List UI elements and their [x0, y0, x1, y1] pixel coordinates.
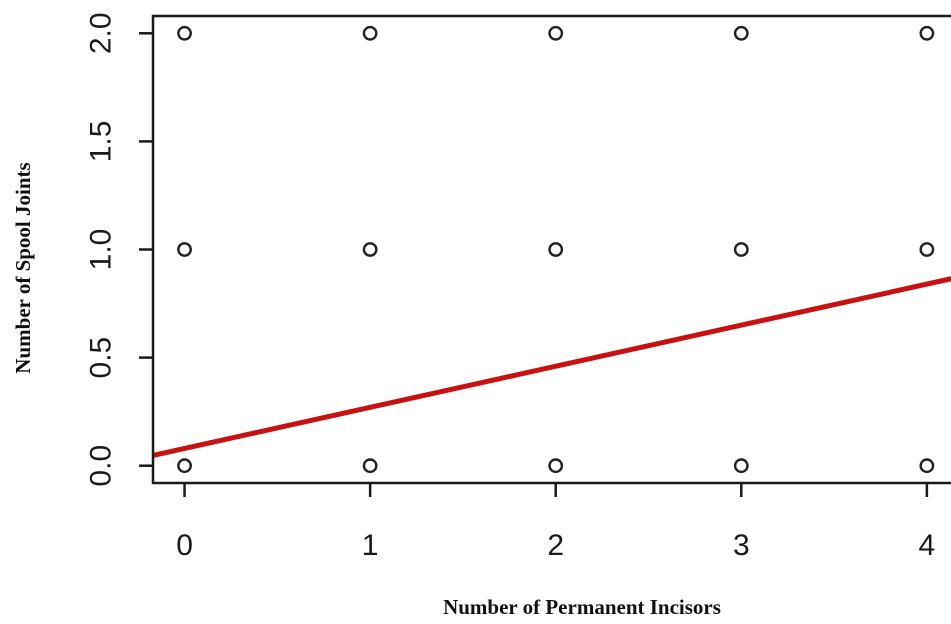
- data-point: [362, 458, 378, 474]
- data-point: [733, 242, 749, 257]
- regression-line: [153, 276, 951, 458]
- x-axis-title: Number of Permanent Incisors: [443, 595, 721, 619]
- data-point: [733, 25, 749, 41]
- y-tick-label: 2.0: [85, 12, 118, 54]
- y-tick-label: 1.0: [85, 229, 118, 271]
- x-tick-label: 2: [547, 529, 564, 562]
- y-tick-label: 1.5: [85, 121, 118, 163]
- data-point: [919, 458, 935, 474]
- data-point: [919, 242, 935, 257]
- y-tick-label: 0.0: [85, 445, 118, 487]
- data-point: [177, 242, 192, 257]
- data-point: [919, 25, 935, 41]
- plot-frame: [151, 14, 951, 485]
- data-point: [548, 25, 564, 41]
- x-tick-label: 3: [733, 529, 750, 562]
- data-point: [362, 242, 378, 257]
- plot-area: [153, 25, 951, 474]
- data-point: [733, 458, 749, 474]
- data-point: [548, 458, 564, 474]
- x-tick-label: 1: [362, 529, 379, 562]
- data-point: [177, 458, 192, 474]
- x-tick-label: 0: [176, 529, 193, 562]
- x-tick-label: 4: [919, 529, 936, 562]
- data-point: [362, 25, 378, 41]
- axes: 0 1 2 3 4 0.0 0.5 1.0 1.5 2.0: [85, 12, 951, 562]
- y-axis-title: Number of Spool Joints: [11, 162, 35, 373]
- y-tick-label: 0.5: [85, 337, 118, 379]
- data-point: [177, 25, 192, 41]
- data-point: [548, 242, 564, 257]
